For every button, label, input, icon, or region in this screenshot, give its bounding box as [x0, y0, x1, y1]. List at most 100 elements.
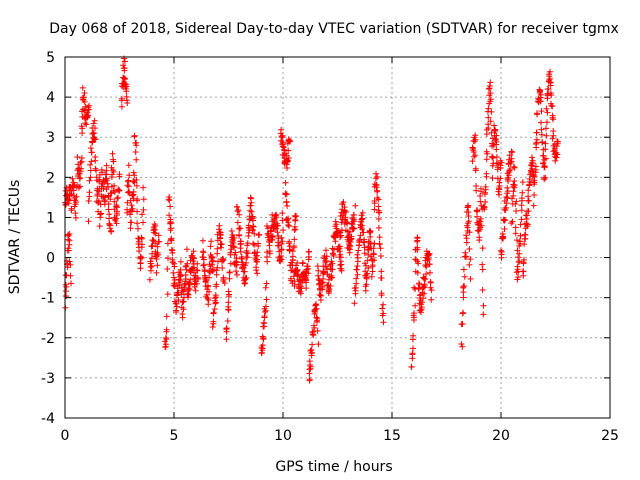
data-point: [221, 280, 228, 286]
data-point: [259, 342, 266, 349]
data-point: [86, 177, 93, 184]
data-point: [121, 55, 127, 62]
data-point: [354, 258, 361, 265]
data-point: [313, 305, 320, 312]
data-point: [543, 105, 550, 112]
data-point: [512, 201, 519, 207]
data-point: [279, 210, 286, 217]
data-point: [200, 254, 207, 261]
data-point: [293, 213, 300, 219]
data-point: [280, 227, 287, 234]
data-point: [306, 358, 313, 365]
data-point: [234, 271, 240, 278]
data-point: [411, 310, 417, 317]
data-point: [327, 283, 334, 289]
data-point: [146, 276, 153, 283]
data-point: [422, 276, 429, 283]
data-point: [167, 220, 174, 227]
data-point: [369, 262, 376, 269]
data-point: [365, 251, 372, 258]
data-point: [481, 203, 488, 210]
data-point: [371, 198, 378, 204]
data-point: [226, 275, 233, 282]
data-point: [425, 256, 432, 262]
data-point: [248, 214, 255, 221]
data-point: [223, 336, 230, 343]
data-point: [320, 275, 327, 282]
data-point: [521, 241, 528, 248]
data-point: [150, 237, 157, 243]
data-point: [133, 182, 140, 189]
data-point: [348, 233, 355, 240]
data-point: [271, 221, 278, 228]
data-point: [118, 103, 125, 110]
data-point: [376, 209, 383, 216]
data-point: [319, 280, 326, 287]
data-point: [186, 286, 193, 293]
data-point: [509, 218, 516, 225]
data-point: [278, 256, 285, 263]
data-point: [294, 272, 301, 279]
data-point: [226, 269, 233, 276]
data-point: [479, 287, 486, 293]
data-point: [245, 222, 252, 229]
data-point: [251, 230, 258, 237]
data-point: [372, 175, 379, 182]
data-point: [129, 192, 136, 199]
data-point: [497, 175, 504, 182]
data-point: [415, 260, 422, 267]
data-point: [358, 216, 365, 223]
data-point: [479, 245, 486, 252]
data-point: [378, 275, 385, 281]
data-point: [194, 260, 201, 267]
data-point: [230, 243, 237, 250]
y-tick-label: 5: [46, 50, 55, 66]
data-point: [509, 195, 515, 202]
data-point: [421, 283, 428, 289]
data-point: [482, 191, 488, 198]
data-point: [155, 232, 162, 239]
data-point: [163, 326, 170, 333]
data-point: [244, 254, 251, 261]
data-point: [190, 248, 197, 255]
data-point: [65, 247, 72, 254]
data-point: [164, 266, 171, 272]
data-point: [524, 221, 531, 228]
data-point: [75, 184, 82, 191]
data-point: [156, 238, 163, 245]
data-point: [200, 262, 207, 269]
data-point: [297, 290, 304, 297]
data-point: [532, 163, 539, 170]
data-point: [216, 234, 223, 241]
data-point: [69, 175, 76, 182]
data-point: [148, 255, 155, 262]
data-point: [167, 227, 174, 234]
data-point: [474, 208, 481, 215]
data-point: [123, 93, 130, 100]
data-point: [225, 299, 232, 306]
data-point: [125, 177, 132, 184]
data-point: [361, 250, 368, 257]
data-point: [467, 275, 474, 282]
data-point: [121, 75, 127, 81]
data-point: [66, 258, 73, 265]
data-point: [300, 259, 306, 266]
data-point: [162, 344, 169, 351]
data-point: [274, 222, 281, 229]
data-point: [374, 194, 381, 201]
data-point: [510, 163, 517, 170]
data-point: [284, 165, 290, 171]
data-point: [184, 246, 190, 253]
data-point: [498, 159, 505, 166]
data-point: [274, 229, 281, 236]
data-point: [269, 233, 276, 239]
data-point: [530, 202, 537, 209]
data-point: [531, 192, 538, 198]
data-point: [248, 208, 255, 215]
data-point: [459, 320, 466, 327]
data-point: [520, 268, 527, 275]
data-point: [155, 251, 161, 258]
data-point: [233, 268, 239, 275]
data-point: [338, 261, 345, 268]
data-point: [110, 168, 117, 175]
